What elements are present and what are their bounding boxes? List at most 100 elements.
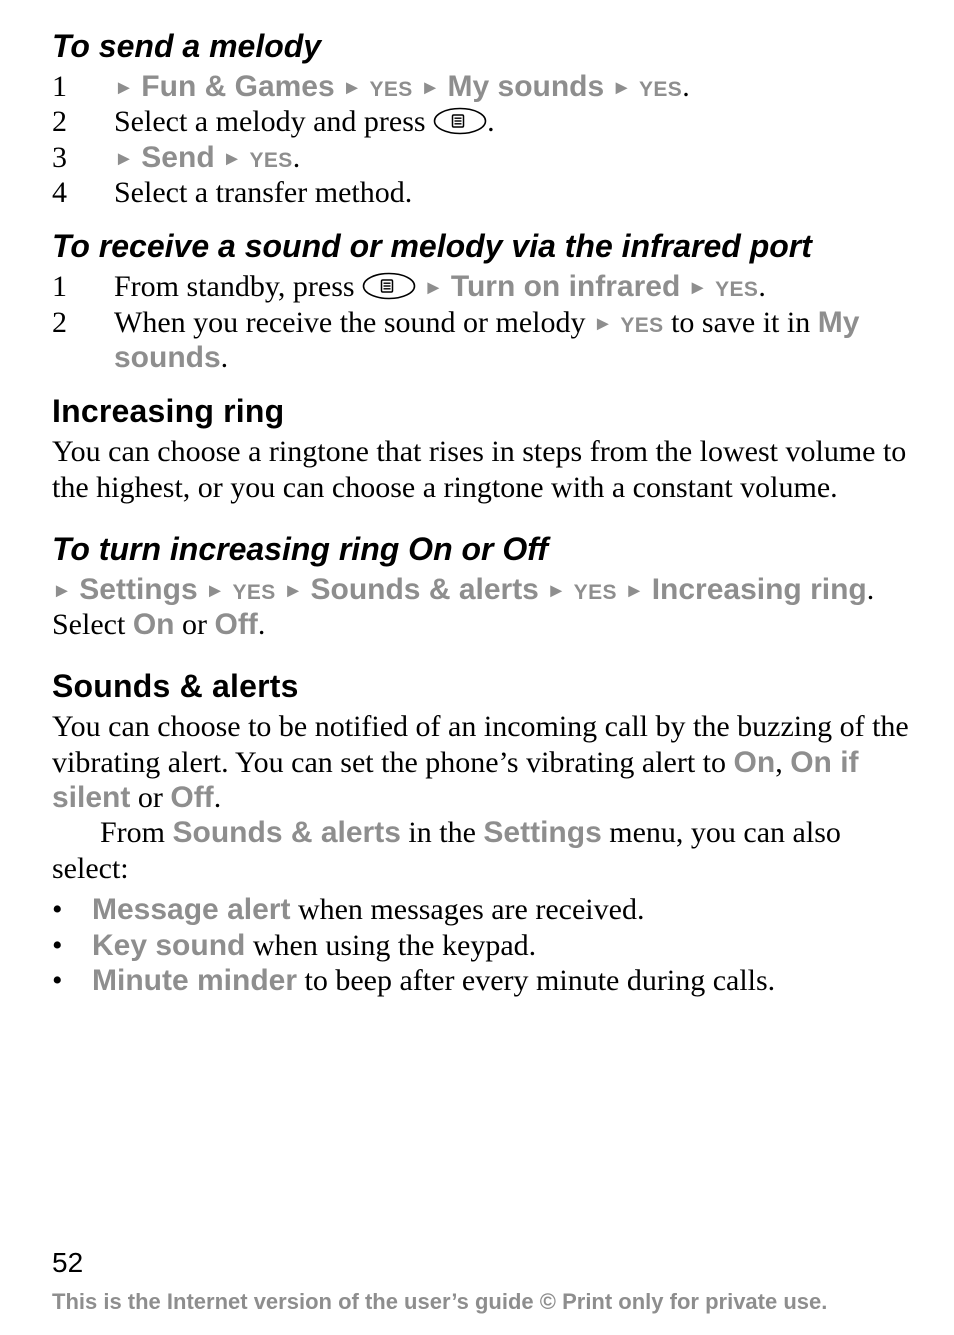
step-number: 2 — [52, 305, 114, 376]
menu-settings: Settings — [79, 573, 197, 606]
steps-receive-ir: 1 From standby, press ► Turn on infrared… — [52, 269, 914, 375]
chevron-right-icon: ► — [424, 277, 444, 301]
period: . — [214, 781, 222, 814]
step-body: ► Fun & Games ► yes ► My sounds ► yes. — [114, 69, 914, 104]
step-body: ► Send ► yes. — [114, 140, 914, 175]
menu-my-sounds: My sounds — [448, 70, 605, 103]
menu-settings: Settings — [483, 816, 601, 849]
step-body: Select a melody and press . — [114, 104, 914, 139]
chevron-right-icon: ► — [420, 77, 440, 101]
page-number: 52 — [52, 1247, 914, 1279]
chevron-right-icon: ► — [283, 580, 303, 604]
chevron-right-icon: ► — [593, 313, 613, 337]
chevron-right-icon: ► — [114, 148, 134, 172]
step-1: 1 From standby, press ► Turn on infrared… — [52, 269, 914, 304]
menu-yes: yes — [249, 141, 292, 174]
footer-note: This is the Internet version of the user… — [52, 1289, 914, 1315]
list-item: • Message alert when messages are receiv… — [52, 892, 914, 927]
menu-off: Off — [214, 608, 257, 641]
heading-send-melody: To send a melody — [52, 28, 914, 65]
bullet-icon: • — [52, 892, 92, 927]
menu-sounds-alerts: Sounds & alerts — [310, 573, 538, 606]
period: . — [221, 341, 229, 374]
step-number: 3 — [52, 140, 114, 175]
step-body: Select a transfer method. — [114, 175, 914, 210]
chevron-right-icon: ► — [624, 580, 644, 604]
menu-path-increasing: ► Settings ► yes ► Sounds & alerts ► yes… — [52, 572, 914, 607]
bullets-sounds-alerts: • Message alert when messages are receiv… — [52, 892, 914, 998]
text: to beep after every minute during calls. — [297, 964, 775, 997]
list-item-body: Message alert when messages are received… — [92, 892, 914, 927]
list-item: • Key sound when using the keypad. — [52, 928, 914, 963]
menu-increasing-ring: Increasing ring — [652, 573, 867, 606]
chevron-right-icon: ► — [546, 580, 566, 604]
menu-key-sound: Key sound — [92, 929, 245, 962]
step-1: 1 ► Fun & Games ► yes ► My sounds ► yes. — [52, 69, 914, 104]
step-body: When you receive the sound or melody ► y… — [114, 305, 914, 376]
menu-sounds-alerts: Sounds & alerts — [173, 816, 401, 849]
menu-fun-games: Fun & Games — [141, 70, 334, 103]
text: , — [775, 746, 790, 779]
heading-increasing-ring: Increasing ring — [52, 393, 914, 430]
menu-yes: yes — [620, 306, 663, 339]
chevron-right-icon: ► — [52, 580, 72, 604]
heading-receive-ir: To receive a sound or melody via the inf… — [52, 228, 914, 265]
step-text: Select a melody and press — [114, 105, 433, 138]
text: when messages are received. — [290, 893, 644, 926]
menu-send: Send — [141, 141, 214, 174]
menu-off: Off — [170, 781, 213, 814]
chevron-right-icon: ► — [205, 580, 225, 604]
step-body: From standby, press ► Turn on infrared ►… — [114, 269, 914, 304]
period: . — [258, 608, 266, 641]
bullet-icon: • — [52, 963, 92, 998]
text: in the — [401, 816, 484, 849]
bullet-icon: • — [52, 928, 92, 963]
step-2: 2 When you receive the sound or melody ►… — [52, 305, 914, 376]
list-item-body: Minute minder to beep after every minute… — [92, 963, 914, 998]
step-text: Select a transfer method. — [114, 176, 412, 209]
menu-yes: yes — [232, 573, 275, 606]
step-number: 2 — [52, 104, 114, 139]
heading-sounds-alerts: Sounds & alerts — [52, 668, 914, 705]
menu-yes: yes — [369, 70, 412, 103]
menu-turn-on-infrared: Turn on infrared — [451, 270, 680, 303]
step-number: 1 — [52, 269, 114, 304]
menu-on: On — [734, 746, 776, 779]
steps-send-melody: 1 ► Fun & Games ► yes ► My sounds ► yes.… — [52, 69, 914, 211]
text: or — [130, 781, 170, 814]
step-2: 2 Select a melody and press . — [52, 104, 914, 139]
step-text: From standby, press — [114, 270, 362, 303]
period: . — [293, 141, 301, 174]
menu-yes: yes — [574, 573, 617, 606]
menu-yes: yes — [715, 270, 758, 303]
paragraph-sounds-alerts-2: From Sounds & alerts in the Settings men… — [52, 815, 914, 886]
period: . — [682, 70, 690, 103]
period: . — [867, 573, 875, 606]
chevron-right-icon: ► — [612, 77, 632, 101]
menu-minute-minder: Minute minder — [92, 964, 297, 997]
chevron-right-icon: ► — [114, 77, 134, 101]
menu-yes: yes — [639, 70, 682, 103]
options-key-icon — [362, 270, 416, 303]
text: or — [174, 608, 214, 641]
paragraph-sounds-alerts-1: You can choose to be notified of an inco… — [52, 709, 914, 815]
step-3: 3 ► Send ► yes. — [52, 140, 914, 175]
chevron-right-icon: ► — [222, 148, 242, 172]
menu-on: On — [133, 608, 175, 641]
options-key-icon — [433, 105, 487, 138]
step-text: to save it in — [664, 306, 818, 339]
menu-message-alert: Message alert — [92, 893, 290, 926]
text: From — [100, 816, 173, 849]
step-text: When you receive the sound or melody — [114, 306, 593, 339]
list-item-body: Key sound when using the keypad. — [92, 928, 914, 963]
chevron-right-icon: ► — [342, 77, 362, 101]
heading-turn-increasing: To turn increasing ring On or Off — [52, 531, 914, 568]
text: when using the keypad. — [245, 929, 536, 962]
select-on-off: Select On or Off. — [52, 607, 914, 642]
list-item: • Minute minder to beep after every minu… — [52, 963, 914, 998]
period: . — [487, 105, 495, 138]
step-number: 1 — [52, 69, 114, 104]
paragraph-increasing-ring: You can choose a ringtone that rises in … — [52, 434, 914, 505]
step-number: 4 — [52, 175, 114, 210]
step-4: 4 Select a transfer method. — [52, 175, 914, 210]
